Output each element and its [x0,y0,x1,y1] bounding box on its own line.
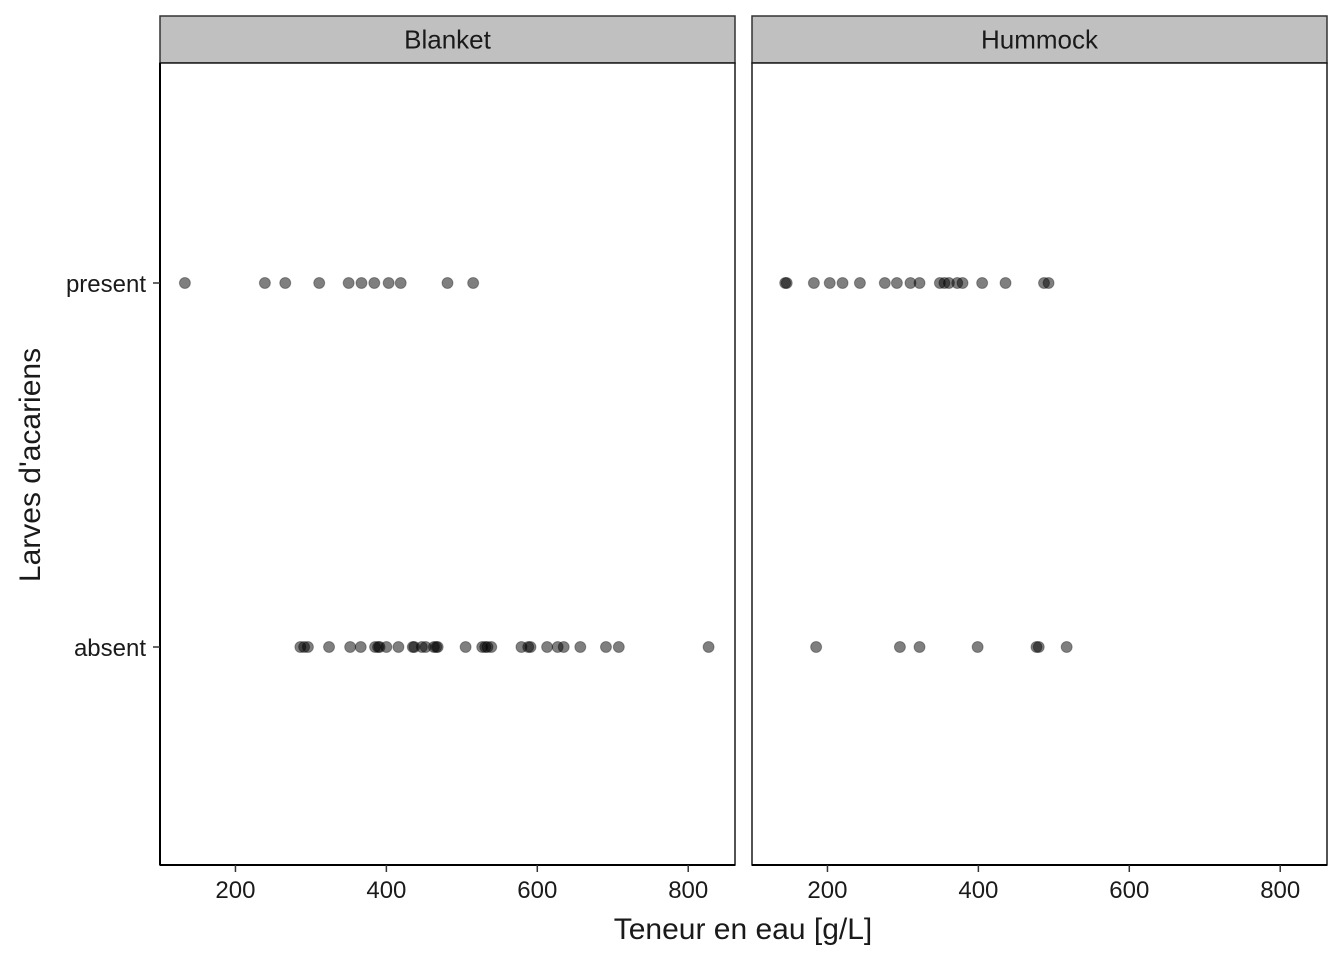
data-point [913,277,926,289]
data-point [823,277,836,289]
data-point [354,641,367,653]
data-point [913,641,926,653]
panel-border [159,62,736,866]
x-tick-label: 600 [1109,877,1149,904]
y-tick-label: present [66,271,146,298]
data-point [599,641,612,653]
data-point [441,277,454,289]
y-axis-title: Larves d'acariens [14,348,47,582]
data-point [780,277,793,289]
facet-panel-blanket: Blanket 200 400 600 800 [159,15,736,904]
facet-strip-label: Blanket [404,25,491,55]
x-tick-label: 400 [366,877,406,904]
data-point [893,641,906,653]
data-point [279,277,292,289]
data-point [524,641,537,653]
data-point [836,277,849,289]
data-point [971,641,984,653]
data-point [301,641,314,653]
data-point [1060,641,1073,653]
facet-strip-label: Hummock [981,25,1099,55]
data-point [1032,641,1045,653]
data-point [574,641,587,653]
data-point [485,641,498,653]
data-point [355,277,368,289]
data-point [807,277,820,289]
data-point [382,277,395,289]
data-point [999,277,1012,289]
x-tick-label: 200 [807,877,847,904]
data-point [810,641,823,653]
panel-border [751,62,1328,866]
data-point [976,277,989,289]
data-point [702,641,715,653]
facet-strip [159,15,736,64]
data-point [956,277,969,289]
data-point [178,277,191,289]
data-point [612,641,625,653]
data-point [1042,277,1055,289]
data-point [313,277,326,289]
data-point [541,641,554,653]
x-tick-label: 200 [215,877,255,904]
data-point [368,277,381,289]
x-axis-title: Teneur en eau [g/L] [614,913,873,946]
data-point [467,277,480,289]
data-point [878,277,891,289]
data-point [380,641,393,653]
x-tick-label: 400 [958,877,998,904]
data-point [342,277,355,289]
data-point [557,641,570,653]
data-point [890,277,903,289]
data-point [853,277,866,289]
data-point [394,277,407,289]
data-point [459,641,472,653]
data-point [392,641,405,653]
x-tick-label: 600 [517,877,557,904]
x-tick-label: 800 [1260,877,1300,904]
data-point [431,641,444,653]
x-tick-label: 800 [668,877,708,904]
data-point [323,641,336,653]
y-tick-label: absent [74,635,146,662]
data-point [344,641,357,653]
data-point [258,277,271,289]
facet-strip [751,15,1328,64]
facet-panel-hummock: Hummock 200 400 600 800 [751,15,1328,904]
